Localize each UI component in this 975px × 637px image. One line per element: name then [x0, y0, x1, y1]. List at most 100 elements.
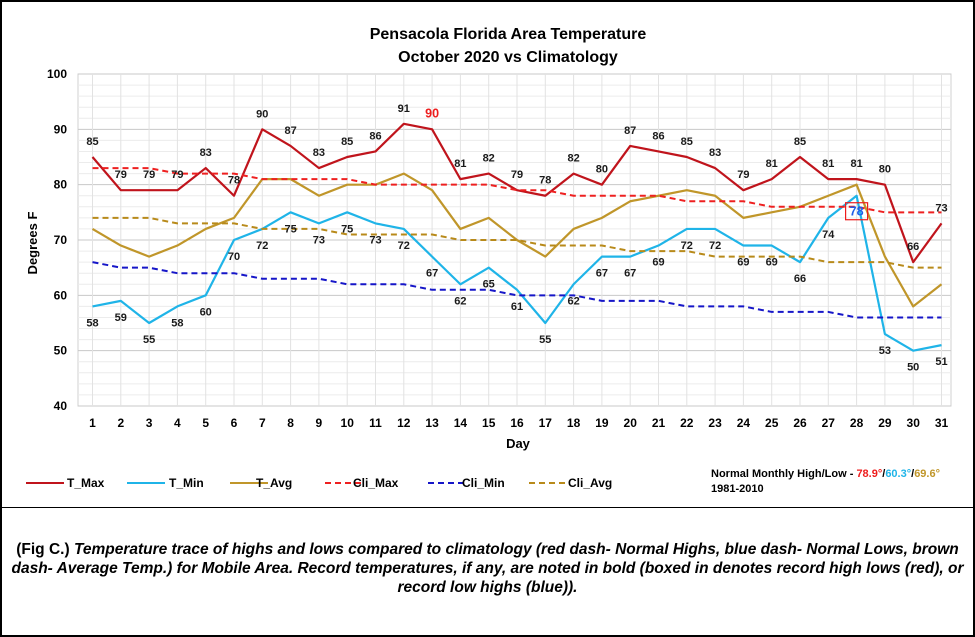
data-label-t-min: 73 [369, 234, 381, 246]
figure-caption: (Fig C.) Temperature trace of highs and … [2, 540, 973, 597]
x-tick-label: 15 [482, 416, 496, 430]
data-label-t-min: 72 [256, 240, 268, 252]
data-label-t-max: 87 [624, 125, 636, 137]
data-label-t-max: 73 [935, 202, 947, 214]
data-label-t-min: 58 [86, 317, 98, 329]
normals-period: 1981-2010 [711, 483, 764, 495]
x-tick-label: 30 [907, 416, 921, 430]
data-label-t-max: 85 [341, 136, 353, 148]
legend-label: T_Max [67, 476, 105, 490]
series-line-cli-min [92, 261, 942, 319]
data-label-t-min: 69 [652, 257, 664, 269]
data-label-t-min: 72 [398, 240, 410, 252]
data-label-t-max: 79 [143, 169, 155, 181]
data-label-t-max: 85 [794, 136, 806, 148]
data-label-t-min: 62 [454, 295, 466, 307]
chart-title: Pensacola Florida Area Temperature [370, 26, 647, 43]
data-label-t-min: 66 [794, 273, 806, 285]
x-tick-label: 23 [708, 416, 722, 430]
data-label-t-max: 81 [454, 158, 466, 170]
data-label-t-max: 87 [284, 125, 296, 137]
legend-label: T_Min [169, 476, 204, 490]
record-label-t-min: 78 [850, 205, 864, 219]
legend-label: Cli_Max [353, 476, 399, 490]
data-label-t-max: 80 [879, 164, 891, 176]
data-label-t-min: 62 [567, 295, 579, 307]
data-label-t-min: 55 [539, 334, 551, 346]
data-label-t-min: 50 [907, 362, 919, 374]
data-label-t-min: 58 [171, 317, 183, 329]
series-line-cli-avg [92, 216, 942, 269]
normals-avg: 69.6° [914, 468, 940, 480]
x-tick-label: 25 [765, 416, 779, 430]
x-tick-label: 7 [259, 416, 266, 430]
x-tick-label: 1 [89, 416, 96, 430]
data-label-t-min: 75 [341, 223, 353, 235]
x-tick-label: 17 [539, 416, 553, 430]
x-tick-label: 27 [822, 416, 836, 430]
data-label-t-max: 66 [907, 241, 919, 253]
x-tick-label: 24 [737, 416, 751, 430]
y-tick-label: 90 [54, 122, 68, 136]
y-tick-label: 50 [54, 344, 68, 358]
data-label-t-max: 79 [737, 169, 749, 181]
legend-label: Cli_Min [462, 476, 505, 490]
data-label-t-max: 83 [313, 147, 325, 159]
data-label-t-max: 79 [511, 169, 523, 181]
chart-panel: Pensacola Florida Area Temperature Octob… [2, 2, 973, 507]
x-tick-label: 22 [680, 416, 694, 430]
data-label-t-max: 78 [539, 175, 551, 187]
normals-low: 60.3° [885, 468, 911, 480]
y-tick-label: 100 [47, 67, 67, 81]
x-tick-label: 21 [652, 416, 666, 430]
x-tick-label: 9 [316, 416, 323, 430]
data-label-t-min: 67 [426, 268, 438, 280]
x-tick-label: 28 [850, 416, 864, 430]
x-tick-label: 8 [287, 416, 294, 430]
normals-sep-2: / [911, 468, 914, 480]
data-label-t-min: 60 [200, 306, 212, 318]
data-label-t-min: 53 [879, 345, 891, 357]
data-label-t-min: 72 [681, 240, 693, 252]
y-tick-label: 60 [54, 288, 68, 302]
x-tick-label: 13 [425, 416, 439, 430]
x-tick-label: 4 [174, 416, 181, 430]
data-label-t-min: 65 [483, 279, 495, 291]
chart-subtitle: October 2020 vs Climatology [398, 49, 618, 66]
series-line-t-max [91, 122, 943, 264]
data-label-t-min: 55 [143, 334, 155, 346]
record-label-t-max: 90 [425, 106, 439, 120]
caption-text: Temperature trace of highs and lows comp… [11, 541, 964, 596]
data-label-t-min: 69 [737, 257, 749, 269]
data-label-t-min: 70 [228, 251, 240, 263]
y-axis-label: Degrees F [25, 212, 40, 275]
x-tick-label: 14 [454, 416, 468, 430]
legend: T_Max T_Min T_Avg Cli_Max Cli_Min Cli_Avg [26, 476, 612, 490]
normals-high: 78.9° [856, 468, 882, 480]
data-label-t-min: 72 [709, 240, 721, 252]
x-tick-label: 26 [793, 416, 807, 430]
x-tick-label: 6 [231, 416, 238, 430]
x-tick-label: 11 [369, 416, 382, 430]
data-label-t-max: 90 [256, 108, 268, 120]
series-lines [91, 122, 943, 352]
data-label-t-max: 86 [369, 130, 381, 142]
x-tick-label: 5 [202, 416, 209, 430]
data-label-t-max: 81 [850, 158, 862, 170]
data-label-t-min: 51 [935, 356, 947, 368]
series-line-cli-max [92, 167, 942, 214]
data-label-t-max: 81 [766, 158, 778, 170]
data-label-t-max: 78 [228, 175, 240, 187]
data-label-t-min: 61 [511, 301, 523, 313]
y-tick-label: 40 [54, 399, 68, 413]
x-tick-label: 12 [397, 416, 411, 430]
data-label-t-min: 67 [624, 268, 636, 280]
data-label-t-min: 69 [766, 257, 778, 269]
x-tick-label: 16 [510, 416, 524, 430]
data-label-t-max: 83 [709, 147, 721, 159]
gridlines [77, 73, 952, 407]
data-label-t-max: 85 [681, 136, 693, 148]
data-label-t-max: 82 [567, 153, 579, 165]
